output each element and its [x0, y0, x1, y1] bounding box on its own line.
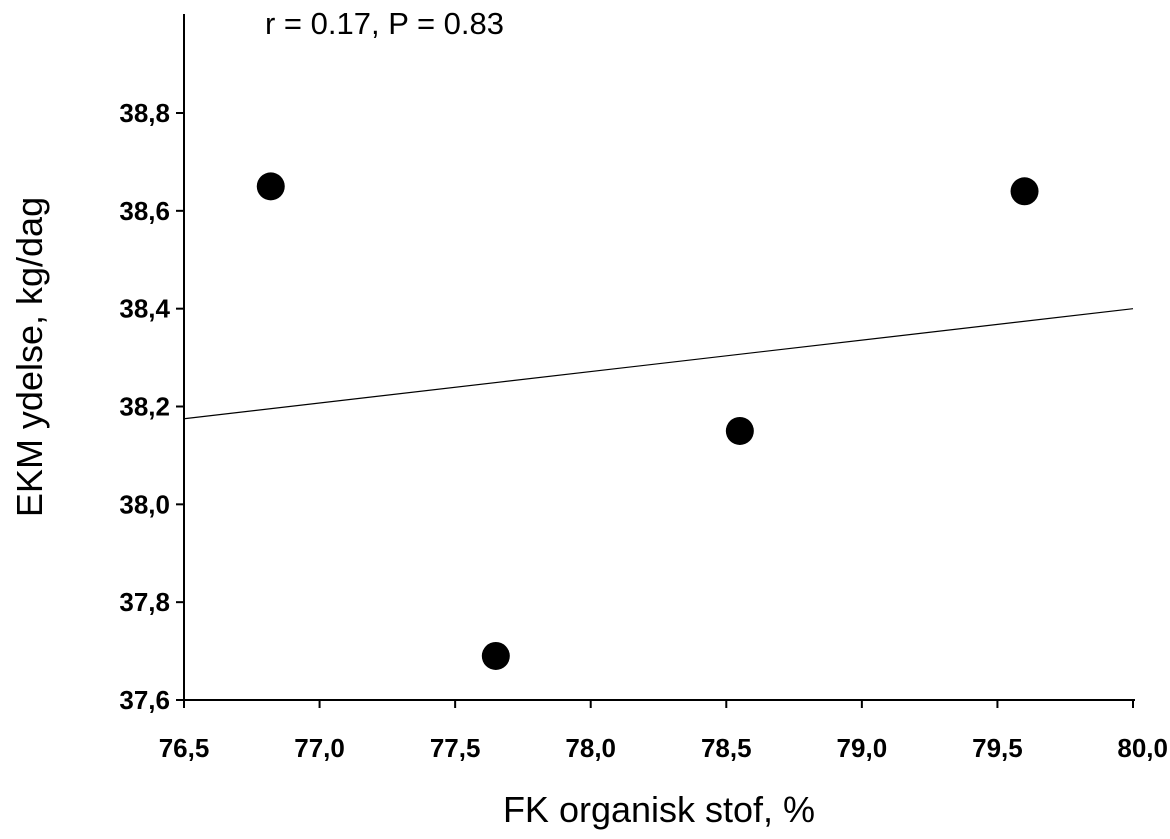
x-axis-ticks: 76,5 77,0 77,5 78,0 78,5 79,0 79,5 80,0 [159, 700, 1168, 763]
data-point [256, 172, 285, 201]
data-point [481, 641, 510, 670]
y-axis-ticks: 37,6 37,8 38,0 38,2 38,4 38,6 38,8 [119, 98, 184, 715]
y-tick-label: 38,4 [119, 294, 170, 324]
x-tick-label: 76,5 [159, 733, 210, 763]
y-tick-label: 38,6 [119, 196, 170, 226]
y-tick-label: 38,8 [119, 98, 170, 128]
x-tick-label: 79,0 [837, 733, 888, 763]
x-tick-label: 80,0 [1117, 733, 1168, 763]
data-point [725, 416, 754, 445]
y-tick-label: 38,0 [119, 489, 170, 519]
x-tick-label: 77,5 [430, 733, 481, 763]
y-tick-label: 37,6 [119, 685, 170, 715]
y-tick-label: 38,2 [119, 392, 170, 422]
x-tick-label: 78,0 [565, 733, 616, 763]
x-axis-title: FK organisk stof, % [503, 789, 815, 830]
x-tick-label: 79,5 [972, 733, 1023, 763]
y-tick-label: 37,8 [119, 587, 170, 617]
x-tick-label: 77,0 [294, 733, 345, 763]
trend-line [183, 308, 1134, 420]
y-axis-title: EKM ydelse, kg/dag [9, 197, 50, 517]
data-point [1010, 177, 1039, 206]
x-tick-label: 78,5 [701, 733, 752, 763]
data-points [256, 172, 1039, 670]
chart-annotation: r = 0.17, P = 0.83 [265, 6, 504, 41]
